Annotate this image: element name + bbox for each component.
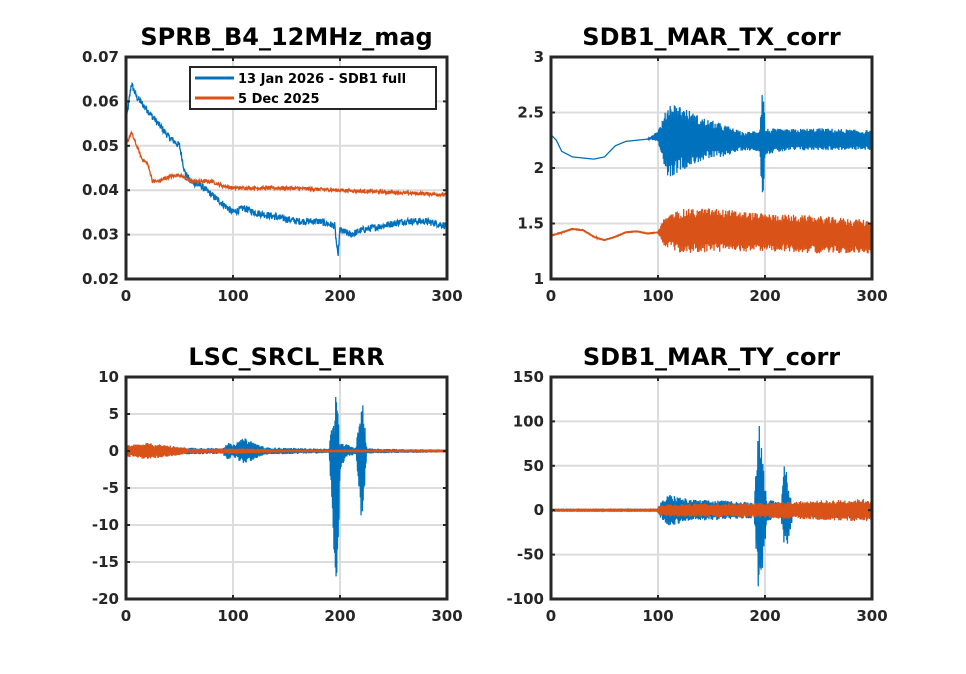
legend: 13 Jan 2026 - SDB1 full 5 Dec 2025 xyxy=(189,66,437,110)
y-tick-label: 0.05 xyxy=(82,137,119,155)
x-tick-label: 100 xyxy=(642,287,673,305)
y-tick-label: -100 xyxy=(506,590,544,608)
x-tick-label: 0 xyxy=(121,607,131,625)
y-tick-label: 0.06 xyxy=(82,92,119,110)
y-tick-label: 100 xyxy=(513,412,544,430)
series-line-dec-2025 xyxy=(126,130,447,199)
axes-sdb1-mar-tx: SDB1_MAR_TX_corr 0 100 200 300 1 1.5 2 2.5 3 xyxy=(517,23,887,305)
y-tick-label: 3 xyxy=(534,48,544,66)
x-tick-label: 100 xyxy=(217,607,248,625)
plot-area xyxy=(551,377,872,599)
y-tick-label: 0.03 xyxy=(82,226,119,244)
y-tick-label: 2 xyxy=(534,159,544,177)
x-tick-label: 200 xyxy=(324,607,355,625)
series-line-jan-2026 xyxy=(551,94,872,193)
x-tick-label: 200 xyxy=(749,607,780,625)
y-tick-label: 1 xyxy=(534,270,544,288)
x-tick-label: 300 xyxy=(856,287,887,305)
y-tick-label: -15 xyxy=(92,553,119,571)
chart-title: SDB1_MAR_TX_corr xyxy=(582,23,841,51)
x-tick-label: 300 xyxy=(856,607,887,625)
x-tick-label: 200 xyxy=(749,287,780,305)
chart-title: SPRB_B4_12MHz_mag xyxy=(140,23,432,51)
y-tick-label: -5 xyxy=(102,479,119,497)
x-tick-label: 0 xyxy=(546,607,556,625)
x-tick-label: 0 xyxy=(546,287,556,305)
axes-sprb-b4-mag: SPRB_B4_12MHz_mag 0 100 200 300 0.02 0.03 0.04… xyxy=(82,23,463,305)
legend-box xyxy=(189,66,437,110)
y-tick-label: 50 xyxy=(523,457,544,475)
y-tick-label: 0.02 xyxy=(82,270,119,288)
axes-sdb1-mar-ty: SDB1_MAR_TY_corr 0 100 200 300 -100 -50 0 50 100… xyxy=(506,343,887,625)
y-tick-label: 5 xyxy=(109,405,119,423)
x-tick-label: 0 xyxy=(121,287,131,305)
x-tick-label: 300 xyxy=(431,607,462,625)
y-tick-label: -20 xyxy=(92,590,119,608)
x-tick-label: 200 xyxy=(324,287,355,305)
series-line-dec-2025 xyxy=(551,499,872,522)
x-tick-label: 300 xyxy=(431,287,462,305)
y-tick-label: -50 xyxy=(517,546,544,564)
x-tick-label: 100 xyxy=(642,607,673,625)
series-line-dec-2025 xyxy=(126,443,447,459)
chart-title: LSC_SRCL_ERR xyxy=(188,343,384,371)
y-tick-label: 150 xyxy=(513,368,544,386)
y-tick-label: 10 xyxy=(98,368,119,386)
axes-box xyxy=(124,55,449,281)
y-tick-label: 0.04 xyxy=(82,181,119,199)
series-line-jan-2026 xyxy=(126,82,447,256)
legend-label-jan-2026: 13 Jan 2026 - SDB1 full xyxy=(238,72,406,87)
axes-lsc-srcl-err: LSC_SRCL_ERR 0 100 200 300 -20 -15 -10 -5 0 5 10 xyxy=(92,343,463,625)
y-tick-label: -10 xyxy=(92,516,119,534)
y-tick-label: 0.07 xyxy=(82,48,119,66)
axes-box xyxy=(549,375,874,601)
series-line-dec-2025 xyxy=(551,208,872,254)
y-tick-label: 0 xyxy=(109,442,119,460)
y-tick-label: 2.5 xyxy=(517,104,544,122)
x-tick-label: 100 xyxy=(217,287,248,305)
legend-label-dec-2025: 5 Dec 2025 xyxy=(238,92,320,107)
chart-title: SDB1_MAR_TY_corr xyxy=(583,343,840,371)
y-tick-label: 0 xyxy=(534,501,544,519)
y-tick-label: 1.5 xyxy=(517,215,544,233)
